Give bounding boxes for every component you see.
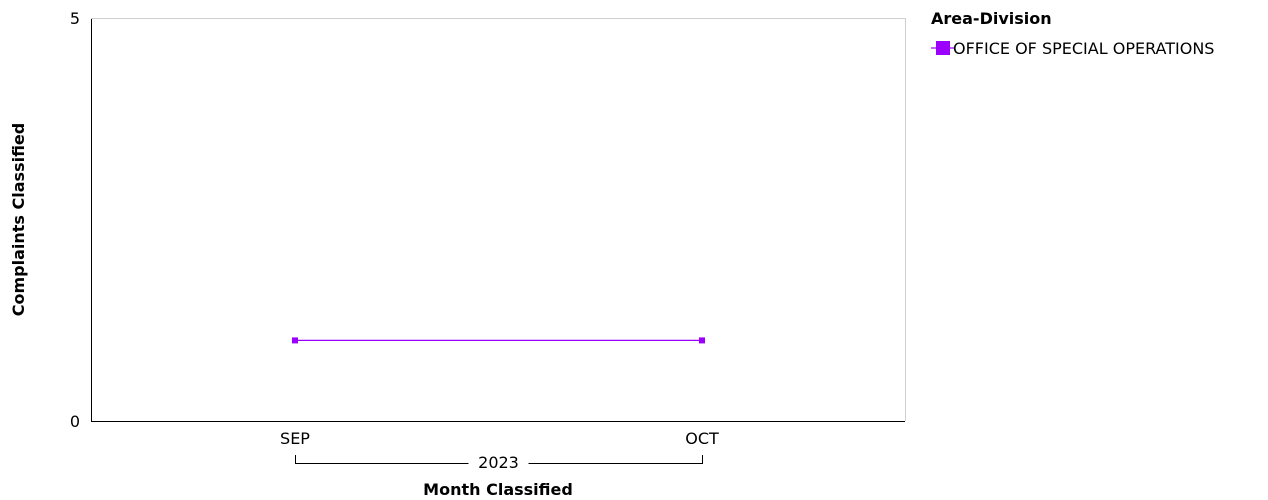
- y-tick-label: 5: [70, 9, 80, 28]
- legend-items: OFFICE OF SPECIAL OPERATIONS: [931, 39, 1214, 58]
- y-tick-label: 0: [70, 412, 80, 431]
- x-tick-labels: SEP OCT: [280, 429, 719, 448]
- data-point-marker[interactable]: [699, 337, 705, 344]
- x-axis-title: Month Classified: [423, 480, 573, 499]
- bracket-right-line: [528, 455, 703, 464]
- series-0: [292, 337, 705, 344]
- data-point-marker[interactable]: [292, 337, 298, 344]
- x-group-bracket: 2023: [295, 453, 703, 472]
- legend-marker-swatch: [936, 41, 950, 55]
- y-tick-labels: 05: [70, 9, 80, 431]
- legend-item[interactable]: OFFICE OF SPECIAL OPERATIONS: [931, 39, 1214, 58]
- legend[interactable]: Area-Division OFFICE OF SPECIAL OPERATIO…: [931, 9, 1214, 58]
- bracket-left-line: [295, 455, 469, 464]
- x-tick-label: OCT: [685, 429, 719, 448]
- legend-title: Area-Division: [931, 9, 1052, 28]
- y-axis-title: Complaints Classified: [9, 123, 28, 316]
- x-tick-label: SEP: [280, 429, 310, 448]
- series-layer: [292, 337, 705, 344]
- legend-label: OFFICE OF SPECIAL OPERATIONS: [953, 39, 1214, 58]
- axes: [91, 18, 906, 422]
- x-group-label: 2023: [478, 453, 519, 472]
